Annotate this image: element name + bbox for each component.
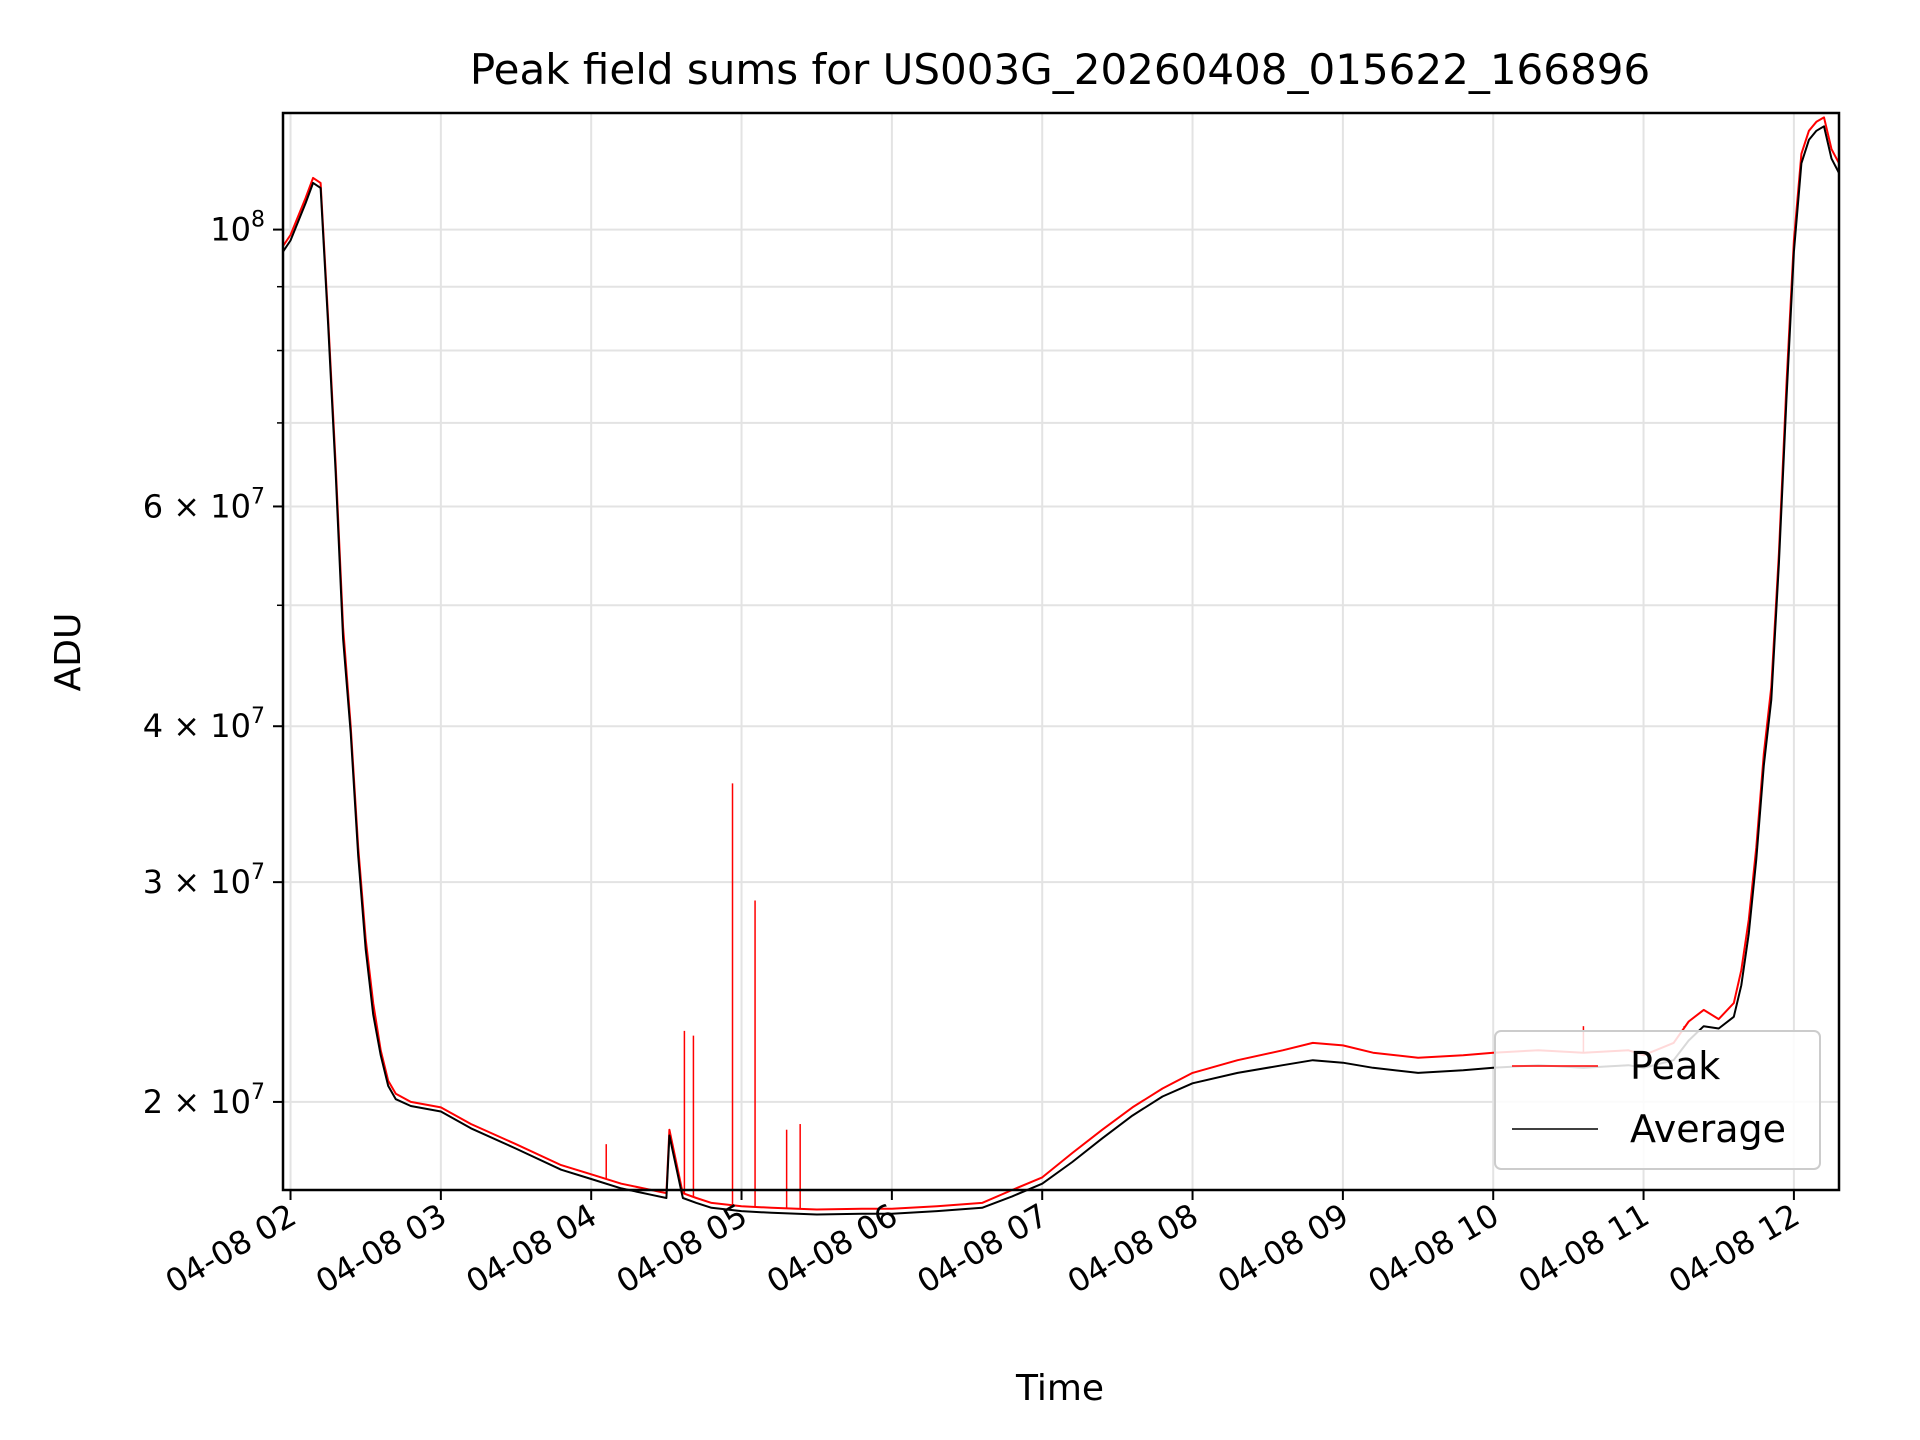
legend-average-label: Average (1630, 1107, 1786, 1151)
y-axis-label: ADU (48, 613, 89, 692)
y-tick-label: 3 × 107 (143, 860, 265, 901)
y-tick-label: 4 × 107 (143, 704, 265, 745)
y-tick-label: 2 × 107 (143, 1080, 265, 1121)
y-tick-label: 108 (210, 208, 265, 249)
y-tick-label: 6 × 107 (143, 484, 265, 525)
grid-layer (283, 113, 1839, 1190)
y-axis: 2 × 107 3 × 107 4 × 107 6 × 107 108 (143, 208, 283, 1121)
x-axis-label: Time (1015, 1368, 1104, 1409)
peak-series-line (282, 116, 1840, 1211)
chart-title: Peak field sums for US003G_20260408_0156… (470, 45, 1650, 94)
legend: Peak Average (1494, 1030, 1821, 1170)
plot-frame (281, 111, 1841, 1192)
legend-peak-label: Peak (1630, 1044, 1720, 1088)
